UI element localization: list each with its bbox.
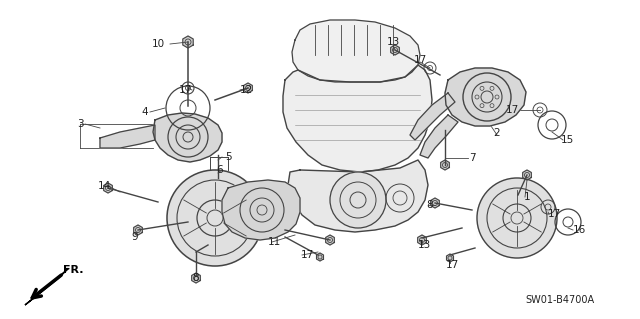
Text: 17: 17 xyxy=(300,250,314,260)
Polygon shape xyxy=(410,93,455,140)
Polygon shape xyxy=(283,65,432,172)
Polygon shape xyxy=(25,268,68,305)
Text: 17: 17 xyxy=(413,55,427,65)
Polygon shape xyxy=(420,115,458,158)
Circle shape xyxy=(477,178,557,258)
Circle shape xyxy=(386,184,414,212)
Polygon shape xyxy=(183,36,193,48)
Text: 12: 12 xyxy=(239,85,253,95)
Text: 8: 8 xyxy=(193,273,199,283)
Polygon shape xyxy=(153,113,222,162)
Text: 3: 3 xyxy=(77,119,83,129)
Circle shape xyxy=(330,172,386,228)
Polygon shape xyxy=(134,225,142,235)
Polygon shape xyxy=(418,235,426,245)
Circle shape xyxy=(463,73,511,121)
Text: 7: 7 xyxy=(468,153,476,163)
Polygon shape xyxy=(292,20,420,82)
Polygon shape xyxy=(523,170,531,180)
Polygon shape xyxy=(244,83,252,93)
Polygon shape xyxy=(447,254,454,262)
Polygon shape xyxy=(104,183,113,193)
Polygon shape xyxy=(431,198,439,208)
Text: 5: 5 xyxy=(225,152,231,162)
Polygon shape xyxy=(288,160,428,232)
Polygon shape xyxy=(441,160,449,170)
Circle shape xyxy=(168,117,208,157)
Text: 17: 17 xyxy=(506,105,518,115)
Text: 4: 4 xyxy=(141,107,148,117)
Text: 1: 1 xyxy=(524,192,531,202)
Polygon shape xyxy=(390,45,399,55)
Text: 17: 17 xyxy=(179,85,191,95)
Text: 14: 14 xyxy=(97,181,111,191)
Polygon shape xyxy=(222,180,300,240)
Text: 13: 13 xyxy=(417,240,431,250)
Polygon shape xyxy=(191,273,200,283)
Polygon shape xyxy=(326,235,334,245)
Text: 17: 17 xyxy=(445,260,459,270)
Text: 10: 10 xyxy=(152,39,164,49)
Polygon shape xyxy=(317,253,323,261)
Text: 15: 15 xyxy=(561,135,573,145)
Text: FR.: FR. xyxy=(63,265,83,275)
Text: 11: 11 xyxy=(268,237,280,247)
Text: 2: 2 xyxy=(493,128,500,138)
Text: 8: 8 xyxy=(427,200,433,210)
Circle shape xyxy=(240,188,284,232)
Polygon shape xyxy=(100,125,155,148)
Circle shape xyxy=(167,170,263,266)
Text: 16: 16 xyxy=(572,225,586,235)
Text: 9: 9 xyxy=(132,232,138,242)
Text: 17: 17 xyxy=(547,209,561,219)
Text: 6: 6 xyxy=(217,165,223,175)
Text: SW01-B4700A: SW01-B4700A xyxy=(526,295,595,305)
Polygon shape xyxy=(445,68,526,126)
Text: 13: 13 xyxy=(387,37,399,47)
